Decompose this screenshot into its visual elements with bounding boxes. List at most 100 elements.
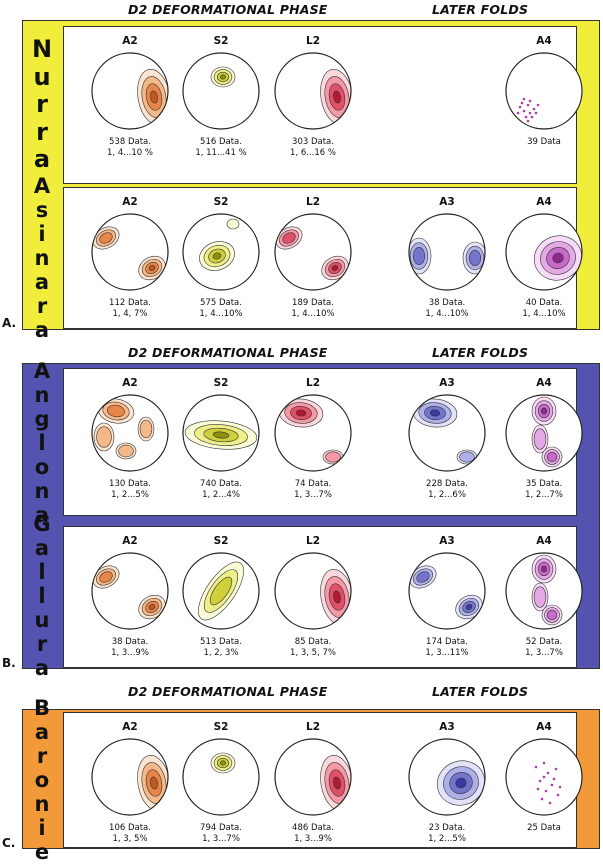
stereonet-title: L2 [306,535,320,547]
data-count: 740 Data. [200,479,242,489]
data-count: 112 Data. [109,298,151,308]
inner-gallura: A2 38 Data. 1, 3...9% S2 513 Data. 1, 2, 3% L2… [63,526,583,668]
region-letter: s [35,197,49,222]
stereonet-title: S2 [213,35,229,47]
contour-intervals: 1, 11...41 % [195,148,247,158]
stereonet-title: A3 [439,377,455,389]
contour-intervals: 1, 3...11% [425,648,469,658]
data-count: 25 Data [527,823,561,833]
header-d2-b: D2 DEFORMATIONAL PHASE [128,345,328,360]
stereonet-a4: A4 52 Data. 1, 3...7% [504,535,584,663]
stereonet-title: A3 [439,196,455,208]
stereonet-a3: A3 23 Data. 1, 2...5% [407,721,487,849]
stereonet-plot [408,552,486,630]
region-letter: e [34,840,50,865]
stereonet-s2: S2 794 Data. 1, 3...7% [181,721,261,849]
stereonet-title: A4 [536,35,552,47]
stereonet-title: A2 [122,377,138,389]
stereonet-a3: A3 38 Data. 1, 4...10% [407,196,487,324]
section-letter-a: A. [2,316,17,330]
data-count: 516 Data. [200,137,242,147]
region-letter: r [36,743,48,768]
stereonet-plot [182,394,260,472]
data-count: 106 Data. [109,823,151,833]
stereonet-plot [91,52,169,130]
stereonet-plot [274,213,352,291]
data-count: 40 Data. [525,298,563,308]
stereonet-plot [505,52,583,130]
data-count: 303 Data. [292,137,334,147]
region-letter: o [34,455,50,480]
data-count: 575 Data. [200,298,242,308]
stereonet-a2: A2 130 Data. 1, 2...5% [90,377,170,505]
data-count: 486 Data. [292,823,334,833]
stereonet-a2: A2 112 Data. 1, 4, 7% [90,196,170,324]
contour-intervals: 1, 3, 5, 7% [290,648,336,658]
stereonet-l2: L2 189 Data. 1, 4...10% [273,196,353,324]
region-letter: n [34,792,50,817]
stereonet-title: A4 [536,535,552,547]
region-letter: g [34,406,50,431]
region-letter: n [34,245,50,270]
stereonet-a4: A4 40 Data. 1, 4...10% [504,196,584,324]
stereonet-a2: A2 38 Data. 1, 3...9% [90,535,170,663]
stereonet-plot [274,52,352,130]
section-letter-b: B. [2,656,16,670]
stereonet-s2: S2 575 Data. 1, 4...10% [181,196,261,324]
region-letter: a [34,270,50,295]
data-count: 85 Data. [294,637,332,647]
contour-intervals: 1, 2...7% [525,490,563,500]
region-letter: n [34,479,50,504]
stereonet-title: S2 [213,377,229,389]
stereonet-title: L2 [306,196,320,208]
data-count: 130 Data. [109,479,151,489]
stereonet-s2: S2 516 Data. 1, 11...41 % [181,35,261,163]
data-count: 52 Data. [525,637,563,647]
region-letter: r [36,117,48,146]
contour-intervals: 1, 3...7% [202,834,240,844]
stereonet-l2: L2 486 Data. 1, 3...9% [273,721,353,849]
stereonet-title: L2 [306,721,320,733]
inner-nurra: A2 538 Data. 1, 4...10 % S2 516 Data. 1, 11..… [63,26,583,184]
stereonet-a4: A4 35 Data. 1, 2...7% [504,377,584,505]
contour-intervals: 1, 3...7% [525,648,563,658]
contour-intervals: 1, 4...10% [425,309,469,319]
stereonet-title: A4 [536,721,552,733]
stereonet-plot [408,394,486,472]
header-d2-a: D2 DEFORMATIONAL PHASE [128,2,328,17]
stereonet-l2: L2 74 Data. 1, 3...7% [273,377,353,505]
stereonet-plot [182,738,260,816]
inner-baronie: A2 106 Data. 1, 3, 5% S2 794 Data. 1, 3...7% L… [63,712,583,849]
data-count: 538 Data. [109,137,151,147]
data-count: 39 Data [527,137,561,147]
contour-intervals: 1, 4, 7% [112,309,148,319]
region-letter: l [38,583,46,608]
contour-intervals: 1, 3...7% [294,490,332,500]
stereonet-s2: S2 740 Data. 1, 2...4% [181,377,261,505]
data-count: 74 Data. [294,479,332,489]
contour-intervals: 1, 6...16 % [290,148,336,158]
region-letter: a [34,535,50,560]
stereonet-a2: A2 106 Data. 1, 3, 5% [90,721,170,849]
header-d2-c: D2 DEFORMATIONAL PHASE [128,684,328,699]
region-letter: n [34,382,50,407]
stereonet-plot [91,738,169,816]
section-letter-c: C. [2,836,16,850]
contour-intervals: 1, 4...10% [522,309,566,319]
stereonet-title: A3 [439,535,455,547]
contour-intervals: 1, 2...5% [428,834,466,844]
stereonet-title: A2 [122,196,138,208]
stereonet-plot [274,552,352,630]
stereonet-title: L2 [306,35,320,47]
contour-intervals: 1, 3...9% [294,834,332,844]
inner-anglona: A2 130 Data. 1, 2...5% S2 740 Data. 1, 2...4%… [63,368,583,516]
data-count: 35 Data. [525,479,563,489]
stereonet-plot [91,213,169,291]
contour-intervals: 1, 4...10 % [107,148,153,158]
stereonet-plot [408,213,486,291]
stereonet-plot [274,394,352,472]
